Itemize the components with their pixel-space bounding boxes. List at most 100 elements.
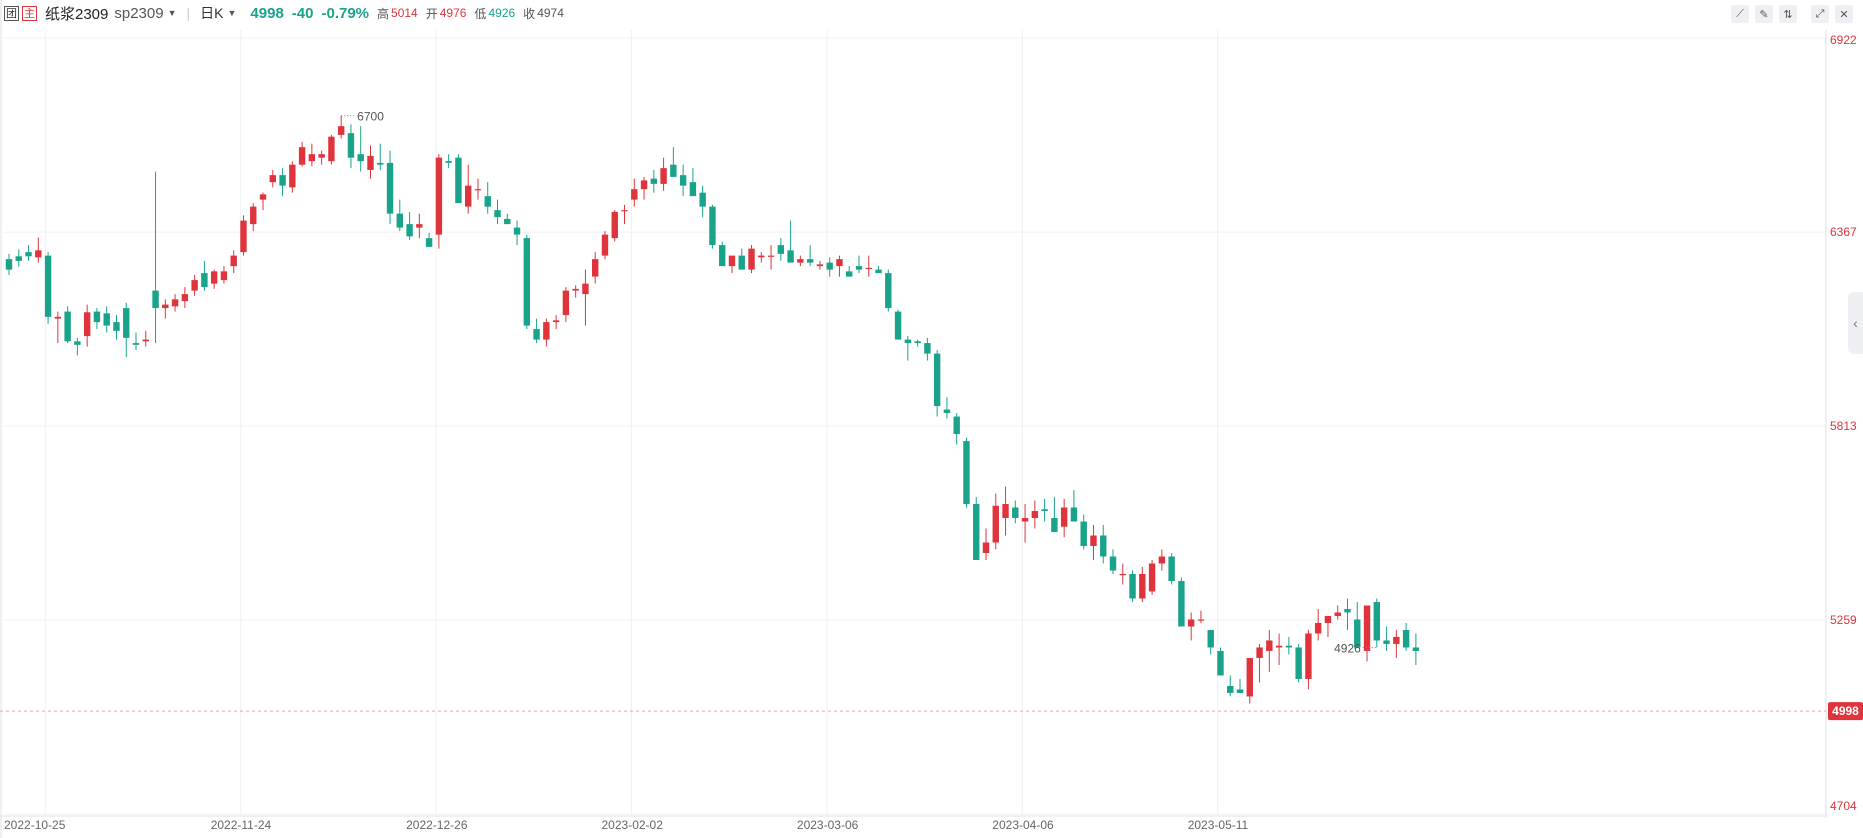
candle-body	[621, 210, 628, 212]
candle-body	[601, 234, 609, 256]
candle-body	[1246, 657, 1253, 697]
candle-body	[543, 322, 550, 340]
candle-body	[1256, 647, 1263, 658]
candle-body	[1305, 633, 1312, 679]
candle-body	[250, 206, 257, 225]
x-tick-label: 2022-10-25	[4, 818, 66, 832]
candle-body	[494, 210, 501, 218]
candle-body	[367, 155, 374, 170]
y-tick-label: 6922	[1830, 33, 1857, 47]
candle-body	[337, 126, 345, 135]
x-tick-label: 2022-12-26	[406, 818, 468, 832]
candle-body	[191, 280, 198, 291]
candle-body	[1383, 640, 1390, 644]
candle-body	[1344, 608, 1351, 613]
candle-body	[973, 504, 980, 560]
candle-body	[523, 238, 531, 326]
candle-body	[1266, 640, 1273, 651]
main-contract-badge[interactable]: 主	[22, 5, 37, 21]
candle-body	[933, 353, 941, 407]
candle-body	[924, 343, 931, 354]
candle-body	[640, 180, 648, 190]
symbol-name[interactable]: 纸浆2309	[45, 5, 109, 23]
fullscreen-icon[interactable]: ⤢	[1811, 5, 1829, 23]
candle-body	[201, 273, 208, 288]
close-label: 收	[523, 6, 536, 21]
high-label: 高	[377, 6, 390, 21]
candle-body	[230, 255, 237, 267]
candle-body	[904, 339, 912, 344]
candle-body	[943, 409, 951, 414]
open-value: 4976	[439, 6, 467, 20]
candle-body	[797, 259, 804, 263]
team-badge[interactable]: 团	[4, 5, 19, 21]
candle-body	[1197, 619, 1205, 621]
y-tick-label: 5813	[1830, 419, 1857, 433]
candle-body	[259, 194, 267, 200]
candle-body	[435, 157, 443, 235]
candle-body	[1412, 647, 1420, 651]
low-value: 4926	[488, 6, 516, 20]
candle-body	[709, 206, 716, 246]
candle-body	[1119, 573, 1126, 576]
candle-body	[758, 255, 765, 258]
candle-body	[865, 267, 872, 270]
candle-body	[1051, 518, 1058, 533]
candle-body	[328, 136, 335, 162]
candle-body	[670, 164, 677, 177]
candle-body	[1207, 629, 1214, 648]
candle-body	[1041, 509, 1048, 512]
candle-body	[220, 271, 228, 281]
price-change: -40	[291, 4, 314, 22]
close-icon[interactable]: ✕	[1835, 5, 1853, 23]
candle-body	[152, 290, 159, 309]
candle-body	[83, 312, 91, 337]
candle-body	[875, 269, 882, 274]
candle-body	[308, 154, 316, 162]
x-tick-label: 2023-05-11	[1188, 818, 1249, 832]
line-tool-icon[interactable]: ⟋	[1731, 5, 1749, 23]
candle-body	[1363, 605, 1371, 651]
candle-body	[1148, 563, 1156, 592]
candle-body	[1080, 521, 1087, 547]
candle-body	[210, 271, 218, 284]
candle-body	[953, 416, 960, 435]
candle-body	[279, 175, 286, 186]
contract-code[interactable]: sp2309	[114, 4, 164, 22]
candle-body	[1090, 535, 1097, 547]
candle-body	[1354, 619, 1361, 648]
candle-body	[611, 211, 618, 239]
candle-body	[533, 329, 540, 340]
price-change-pct: -0.79%	[321, 4, 370, 22]
toolbar: 团 主 纸浆2309 sp2309 ▼ | 日K ▼ 4998 -40 -0.7…	[0, 0, 1863, 26]
candle-body	[347, 133, 355, 158]
candle-body	[1285, 645, 1293, 648]
candle-body	[1402, 629, 1410, 648]
divider: |	[186, 5, 191, 21]
period-dropdown-icon[interactable]: ▼	[227, 8, 237, 18]
period-select[interactable]: 日K	[200, 5, 224, 21]
candle-body	[1002, 504, 1009, 519]
contract-dropdown-icon[interactable]: ▼	[167, 8, 177, 18]
candle-body	[650, 178, 658, 184]
candle-body	[855, 266, 863, 270]
candle-body	[1178, 580, 1185, 627]
candle-body	[386, 162, 394, 214]
candle-body	[64, 311, 71, 342]
indicator-icon[interactable]: ⇅	[1779, 5, 1797, 23]
candle-body	[1012, 507, 1019, 519]
candle-body	[1060, 507, 1068, 527]
candle-body	[455, 157, 462, 204]
candle-body	[474, 189, 482, 191]
candle-body	[767, 255, 775, 257]
collapse-panel-icon[interactable]: ‹	[1848, 292, 1863, 354]
candle-body	[582, 283, 589, 295]
pen-icon[interactable]: ✎	[1755, 5, 1773, 23]
candle-body	[318, 154, 325, 158]
candle-body	[748, 248, 755, 270]
candle-body	[1070, 507, 1078, 522]
y-tick-label: 6367	[1830, 225, 1857, 239]
candle-body	[54, 316, 62, 319]
candle-body	[1295, 647, 1302, 679]
